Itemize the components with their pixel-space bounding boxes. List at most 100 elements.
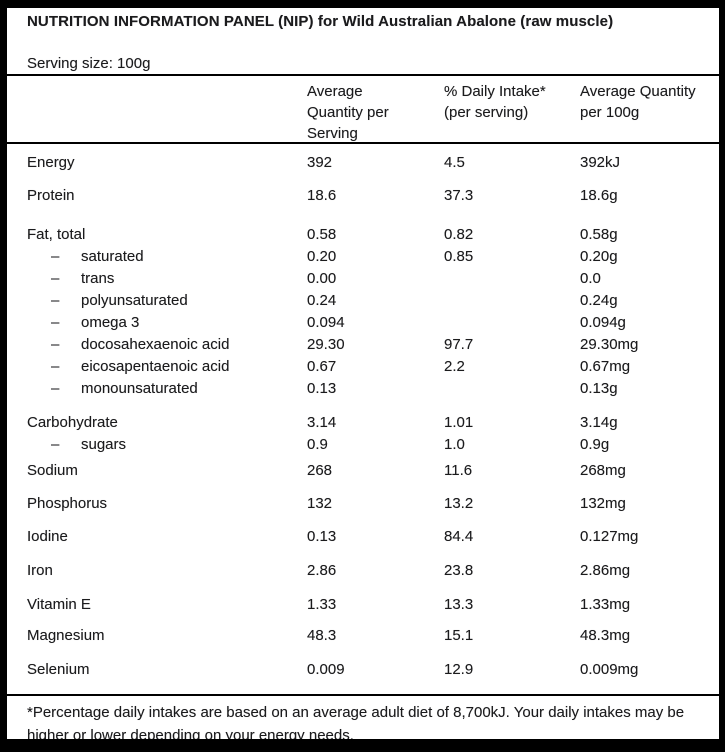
value-per-serving: 3.14 (307, 414, 337, 431)
serving-size: Serving size: 100g (27, 55, 151, 72)
value-per-serving: 0.9 (307, 436, 328, 453)
nutrient-label: polyunsaturated (81, 292, 188, 309)
scan-artifact (53, 0, 58, 5)
value-per-serving: 0.58 (307, 226, 337, 243)
scan-artifact (548, 0, 553, 6)
value-per-100g: 0.094g (580, 314, 626, 331)
nutrient-label: Phosphorus (27, 495, 108, 512)
value-daily-intake: 1.0 (444, 436, 465, 453)
panel-title: NUTRITION INFORMATION PANEL (NIP) for Wi… (27, 13, 614, 30)
value-per-serving: 1.33 (307, 596, 337, 613)
value-per-100g: 29.30mg (580, 336, 639, 353)
table-row: – trans 0.00 0.0 (7, 268, 719, 290)
scan-artifact (670, 0, 675, 5)
value-daily-intake: 0.85 (444, 248, 474, 265)
dash-bullet: – (51, 336, 60, 353)
nutrient-name: Carbohydrate (27, 412, 307, 434)
value-daily-intake (444, 378, 580, 400)
value-per-serving: 0.094 (307, 314, 345, 331)
value-per-100g: 392kJ (580, 154, 621, 171)
dash-bullet: – (51, 380, 60, 397)
value-per-100g: 0.58g (580, 226, 618, 243)
nutrient-label: monounsaturated (81, 380, 198, 397)
nutrient-name: Sodium (27, 460, 307, 482)
table-row: Selenium 0.009 12.9 0.009mg (7, 659, 719, 681)
table-row: Magnesium 48.3 15.1 48.3mg (7, 625, 719, 647)
scan-artifact (507, 0, 521, 8)
value-daily-intake: 12.9 (444, 661, 474, 678)
nutrient-name: Iron (27, 560, 307, 582)
value-per-100g: 0.20g (580, 248, 618, 265)
nutrient-name: Protein (27, 185, 307, 207)
header-percent-daily-intake: % Daily Intake* (per serving) (444, 83, 546, 121)
value-per-100g: 0.9g (580, 436, 610, 453)
table-body: Energy 392 4.5 392kJ Protein 18.6 37.3 1… (7, 152, 719, 696)
value-per-serving: 2.86 (307, 562, 337, 579)
table-row: Energy 392 4.5 392kJ (7, 152, 719, 174)
value-per-serving: 0.67 (307, 358, 337, 375)
table-row: – polyunsaturated 0.24 0.24g (7, 290, 719, 312)
scan-artifact (143, 0, 147, 5)
scan-artifact (0, 220, 3, 228)
scan-artifact (615, 0, 619, 5)
nutrient-label: docosahexaenoic acid (81, 336, 230, 353)
value-daily-intake: 37.3 (444, 187, 474, 204)
nutrient-label: Vitamin E (27, 596, 91, 613)
value-per-serving: 0.24 (307, 292, 337, 309)
scan-artifact (240, 0, 244, 5)
value-per-100g: 0.13g (580, 380, 618, 397)
value-daily-intake: 13.2 (444, 495, 474, 512)
table-row: – sugars 0.9 1.0 0.9g (7, 434, 719, 456)
value-daily-intake: 15.1 (444, 627, 474, 644)
value-per-100g: 3.14g (580, 414, 618, 431)
value-per-100g: 0.0 (580, 270, 601, 287)
table-row: – docosahexaenoic acid 29.30 97.7 29.30mg (7, 334, 719, 356)
scan-artifact (324, 0, 328, 4)
value-daily-intake: 4.5 (444, 154, 465, 171)
dash-bullet: – (51, 292, 60, 309)
nutrient-label: Sodium (27, 462, 78, 479)
table-row: – eicosapentaenoic acid 0.67 2.2 0.67mg (7, 356, 719, 378)
nutrient-label: Iron (27, 562, 53, 579)
value-daily-intake: 13.3 (444, 596, 474, 613)
table-row: Iodine 0.13 84.4 0.127mg (7, 526, 719, 548)
value-per-100g: 0.009mg (580, 661, 639, 678)
value-daily-intake: 97.7 (444, 336, 474, 353)
value-per-serving: 132 (307, 495, 333, 512)
value-per-100g: 18.6g (580, 187, 618, 204)
value-per-100g: 0.24g (580, 292, 618, 309)
table-row: – omega 3 0.094 0.094g (7, 312, 719, 334)
header-average-quantity-per-100g: Average Quantity per 100g (580, 83, 696, 121)
value-daily-intake (444, 268, 580, 290)
nutrient-name: – eicosapentaenoic acid (27, 356, 307, 378)
nutrient-name: – polyunsaturated (27, 290, 307, 312)
value-daily-intake: 84.4 (444, 528, 474, 545)
header-average-quantity-per-serving: Average Quantity per Serving (307, 83, 389, 142)
value-daily-intake (444, 290, 580, 312)
nutrient-name: – sugars (27, 434, 307, 456)
value-per-serving: 18.6 (307, 187, 337, 204)
scan-artifact (719, 698, 725, 712)
value-per-serving: 0.009 (307, 661, 345, 678)
nutrient-name: – docosahexaenoic acid (27, 334, 307, 356)
scan-artifact (361, 0, 366, 5)
table-row: Vitamin E 1.33 13.3 1.33mg (7, 594, 719, 616)
scan-artifact (578, 0, 584, 5)
value-per-100g: 132mg (580, 495, 626, 512)
value-daily-intake: 1.01 (444, 414, 474, 431)
nutrient-name: – saturated (27, 246, 307, 268)
value-per-serving: 0.00 (307, 270, 337, 287)
nutrient-name: Magnesium (27, 625, 307, 647)
value-per-100g: 1.33mg (580, 596, 631, 613)
nutrient-label: Selenium (27, 661, 90, 678)
nutrient-label: trans (81, 270, 115, 287)
table-row: Iron 2.86 23.8 2.86mg (7, 560, 719, 582)
dash-bullet: – (51, 436, 60, 453)
dash-bullet: – (51, 358, 60, 375)
header-nutrient (27, 81, 307, 144)
value-per-serving: 392 (307, 154, 333, 171)
nutrient-name: Selenium (27, 659, 307, 681)
value-per-100g: 0.67mg (580, 358, 631, 375)
table-row: Fat, total 0.58 0.82 0.58g (7, 224, 719, 246)
